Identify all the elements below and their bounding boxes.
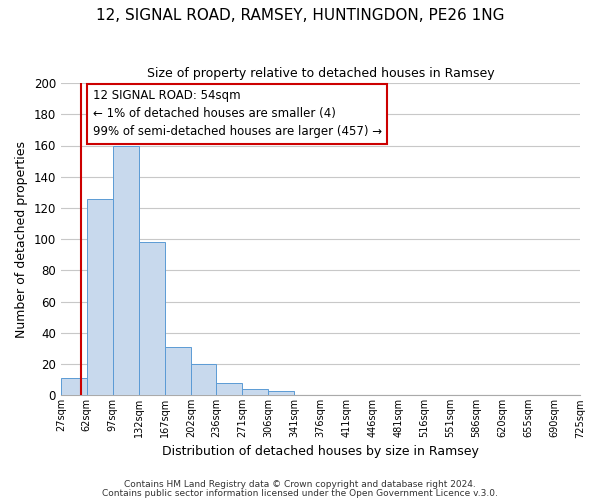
Y-axis label: Number of detached properties: Number of detached properties: [15, 140, 28, 338]
Text: Contains public sector information licensed under the Open Government Licence v.: Contains public sector information licen…: [102, 489, 498, 498]
Text: 12 SIGNAL ROAD: 54sqm
← 1% of detached houses are smaller (4)
99% of semi-detach: 12 SIGNAL ROAD: 54sqm ← 1% of detached h…: [93, 90, 382, 138]
Bar: [268, 390, 295, 396]
Bar: [191, 364, 216, 396]
Bar: [113, 146, 139, 396]
Title: Size of property relative to detached houses in Ramsey: Size of property relative to detached ho…: [146, 68, 494, 80]
Text: Contains HM Land Registry data © Crown copyright and database right 2024.: Contains HM Land Registry data © Crown c…: [124, 480, 476, 489]
Bar: [61, 378, 87, 396]
Bar: [242, 389, 268, 396]
Bar: [139, 242, 165, 396]
Bar: [87, 198, 113, 396]
X-axis label: Distribution of detached houses by size in Ramsey: Distribution of detached houses by size …: [162, 444, 479, 458]
Text: 12, SIGNAL ROAD, RAMSEY, HUNTINGDON, PE26 1NG: 12, SIGNAL ROAD, RAMSEY, HUNTINGDON, PE2…: [96, 8, 504, 22]
Bar: [165, 347, 191, 396]
Bar: [216, 383, 242, 396]
